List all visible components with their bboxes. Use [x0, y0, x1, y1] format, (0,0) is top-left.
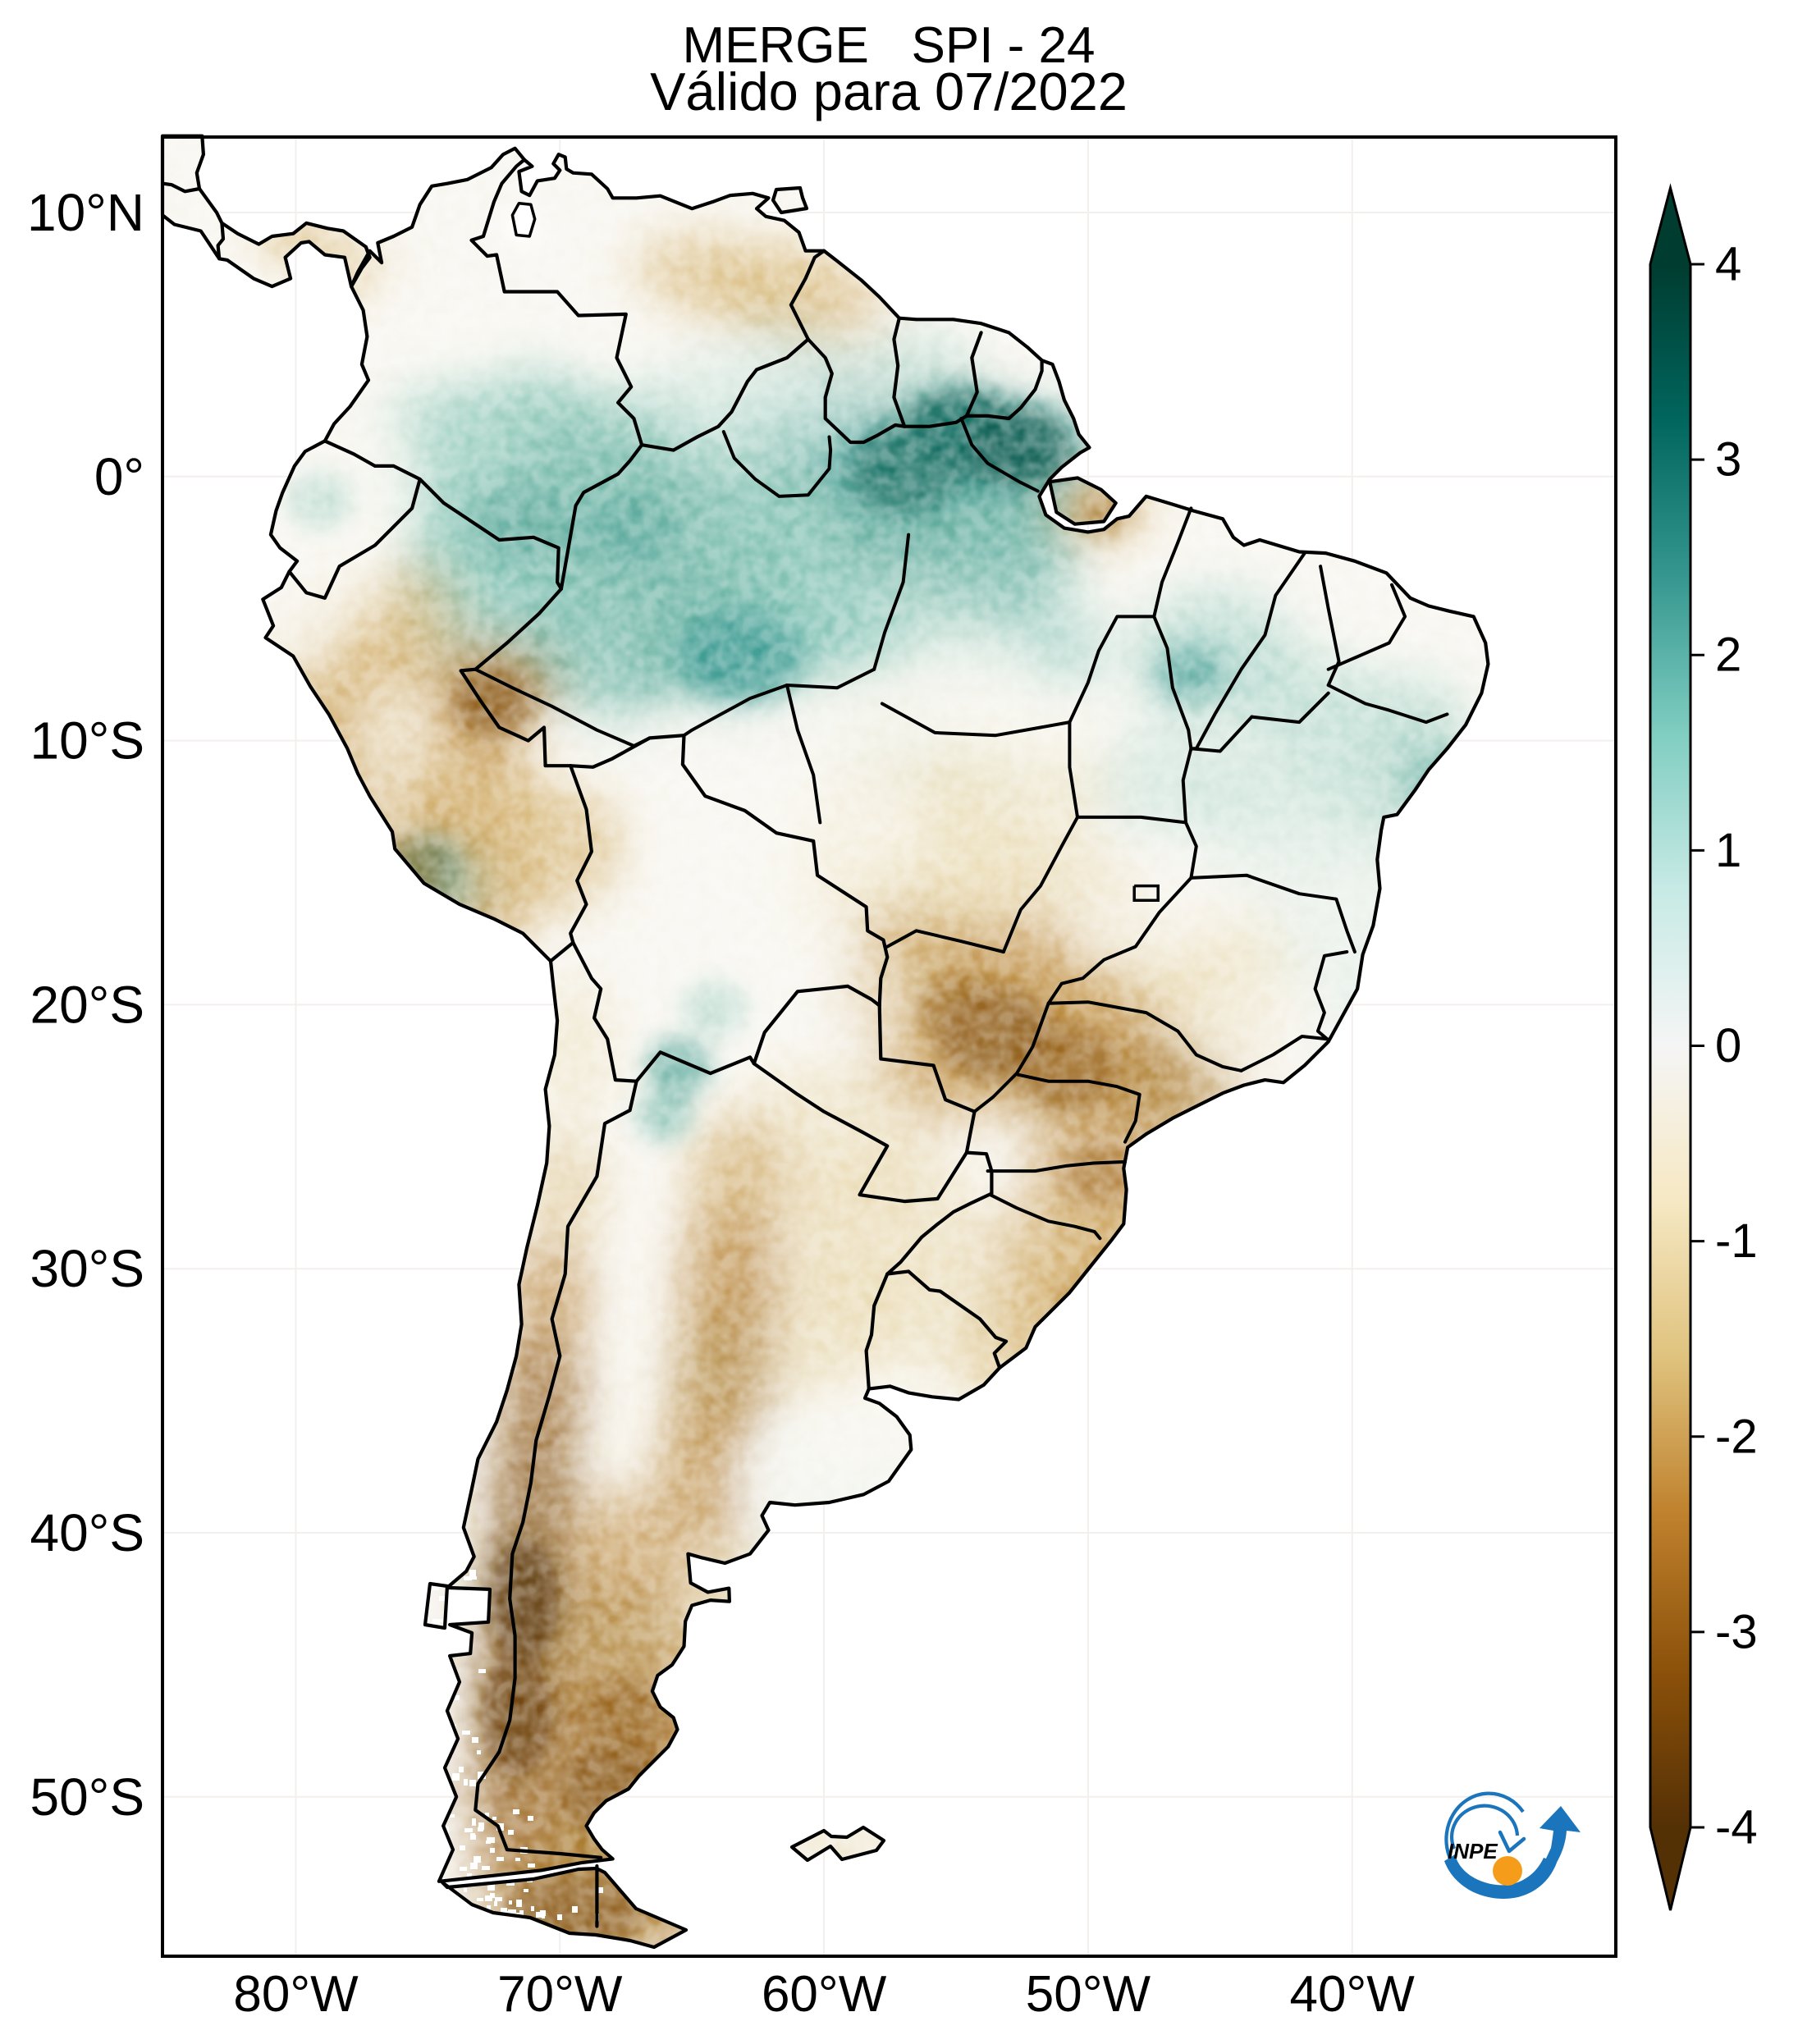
svg-text:0°: 0°	[94, 447, 144, 506]
svg-text:50°W: 50°W	[1026, 1966, 1151, 2023]
svg-text:2: 2	[1715, 629, 1741, 682]
svg-text:30°S: 30°S	[30, 1239, 144, 1298]
svg-text:60°W: 60°W	[762, 1966, 887, 2023]
svg-text:10°S: 10°S	[30, 711, 144, 771]
svg-text:3: 3	[1715, 433, 1741, 487]
svg-text:Válido para 07/2022: Válido para 07/2022	[650, 62, 1128, 121]
svg-text:0: 0	[1715, 1019, 1741, 1072]
svg-text:4: 4	[1715, 238, 1741, 291]
svg-text:1: 1	[1715, 824, 1741, 877]
svg-text:MERGE SPI - 24: MERGE SPI - 24	[682, 17, 1095, 74]
svg-text:40°W: 40°W	[1290, 1966, 1416, 2023]
svg-text:-3: -3	[1715, 1605, 1758, 1658]
svg-text:80°W: 80°W	[233, 1966, 359, 2023]
svg-text:INPE: INPE	[1448, 1839, 1498, 1863]
svg-text:10°N: 10°N	[27, 183, 144, 242]
svg-text:50°S: 50°S	[30, 1767, 144, 1827]
svg-text:-4: -4	[1715, 1801, 1758, 1854]
svg-text:-1: -1	[1715, 1214, 1758, 1268]
svg-text:-2: -2	[1715, 1410, 1758, 1463]
svg-text:70°W: 70°W	[497, 1966, 623, 2023]
svg-text:40°S: 40°S	[30, 1503, 144, 1562]
svg-text:20°S: 20°S	[30, 975, 144, 1034]
